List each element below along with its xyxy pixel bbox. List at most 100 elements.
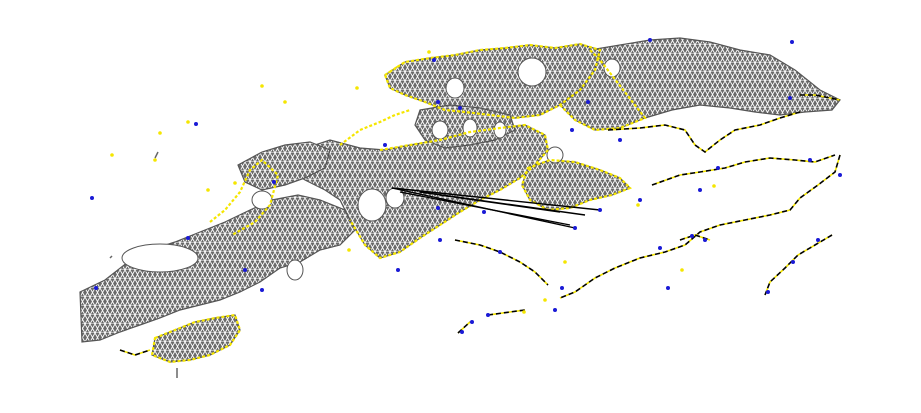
blue-node	[383, 143, 387, 147]
blue-node	[260, 288, 264, 292]
blue-node	[638, 198, 642, 202]
hole	[431, 120, 449, 140]
blue-node	[766, 290, 770, 294]
boundary-ring-east-lobe	[520, 158, 632, 212]
blue-node	[698, 188, 702, 192]
blue-node	[272, 180, 276, 184]
yellow-node	[712, 184, 716, 188]
boundary-ring-west	[209, 158, 280, 236]
blue-node	[90, 196, 94, 200]
chain-south-3-dark	[457, 321, 471, 334]
boundary-ring-north	[383, 42, 602, 120]
stubs	[109, 151, 178, 378]
yellow-node	[680, 268, 684, 272]
chain-ne-tail	[800, 94, 841, 101]
chain-west-1	[119, 349, 151, 356]
blue-node	[573, 226, 577, 230]
blue-node	[716, 166, 720, 170]
yellow-node	[206, 188, 210, 192]
blue-node	[690, 234, 694, 238]
blue-node	[790, 40, 794, 44]
hole	[357, 188, 387, 222]
blue-node	[396, 268, 400, 272]
yellow-node	[186, 120, 190, 124]
chain-east-2-dark	[651, 154, 836, 186]
blue-node	[808, 158, 812, 162]
highlight-nodes	[90, 38, 842, 334]
chain-south-1	[454, 239, 549, 286]
chain-southeast	[764, 234, 833, 296]
blue-node	[436, 100, 440, 104]
yellow-node	[110, 153, 114, 157]
blue-node	[648, 38, 652, 42]
blue-node	[460, 330, 464, 334]
boundary-ring-nw	[339, 108, 411, 146]
yellow-node	[543, 298, 547, 302]
hole	[603, 58, 621, 78]
blue-node	[703, 238, 707, 242]
chain-ne-tail-dark	[800, 94, 841, 101]
chain-east-2	[651, 154, 836, 186]
blue-node	[598, 208, 602, 212]
hole	[286, 259, 304, 281]
blue-node	[94, 286, 98, 290]
chain-west-1-dark	[119, 349, 151, 356]
stub	[109, 255, 113, 259]
blue-node	[436, 206, 440, 210]
chain-east-3-dark	[559, 154, 841, 299]
blue-node	[570, 128, 574, 132]
hole	[546, 146, 564, 164]
blue-node	[618, 138, 622, 142]
blue-node	[816, 238, 820, 242]
hole	[445, 77, 465, 99]
blue-node	[458, 106, 462, 110]
blue-node	[486, 313, 490, 317]
blue-node	[432, 58, 436, 62]
link	[439, 194, 561, 213]
blue-node	[498, 250, 502, 254]
chain-east-3	[559, 154, 841, 299]
yellow-node	[283, 100, 287, 104]
blue-node	[560, 286, 564, 290]
chain-southeast-dark	[764, 234, 833, 296]
yellow-node	[427, 50, 431, 54]
chain-south-1-dark	[454, 239, 549, 286]
boundary-rings	[150, 42, 647, 364]
chain-south-2-dark	[487, 309, 526, 316]
blue-node	[658, 246, 662, 250]
blue-node	[788, 96, 792, 100]
blue-node	[791, 260, 795, 264]
yellow-node	[522, 310, 526, 314]
yellow-node	[153, 158, 157, 162]
yellow-node	[563, 260, 567, 264]
yellow-node	[355, 86, 359, 90]
blue-node	[243, 268, 247, 272]
hole	[517, 57, 547, 87]
stub	[154, 151, 159, 159]
chain-east-4	[679, 234, 711, 241]
boundary-ring-central	[349, 123, 550, 260]
mesh-region-east-lobe	[521, 159, 632, 211]
chain-east-1-dark	[607, 111, 801, 153]
yellow-node	[158, 131, 162, 135]
blue-node	[838, 173, 842, 177]
blue-node	[482, 210, 486, 214]
blue-node	[438, 238, 442, 242]
long-links	[391, 187, 601, 229]
yellow-node	[636, 203, 640, 207]
edge-chains	[119, 61, 841, 356]
hole	[493, 121, 507, 139]
isolated-nodes	[110, 50, 716, 314]
blue-node	[666, 286, 670, 290]
yellow-node	[347, 248, 351, 252]
yellow-node	[233, 181, 237, 185]
blue-node	[194, 122, 198, 126]
hole	[385, 187, 405, 209]
boundary-ring-mid	[559, 49, 647, 132]
blue-node	[586, 100, 590, 104]
link	[399, 191, 571, 226]
chain-north-tail	[384, 61, 406, 76]
blue-node	[553, 308, 557, 312]
hole	[121, 243, 199, 273]
